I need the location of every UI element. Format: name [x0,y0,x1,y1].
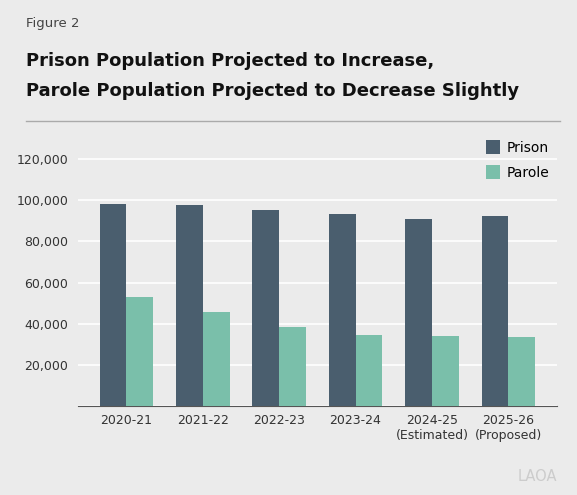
Text: Parole Population Projected to Decrease Slightly: Parole Population Projected to Decrease … [26,82,519,99]
Bar [355,335,383,406]
Bar [279,327,306,406]
Legend: Prison, Parole: Prison, Parole [486,140,550,180]
Bar [329,214,355,406]
Bar [126,297,153,406]
Text: Figure 2: Figure 2 [26,17,80,30]
Bar [176,205,203,406]
Bar [482,216,508,406]
Bar [508,337,535,406]
Text: Prison Population Projected to Increase,: Prison Population Projected to Increase, [26,52,434,70]
Bar [405,219,432,406]
Text: LAOA: LAOA [518,469,557,484]
Bar [432,336,459,406]
Bar [100,204,126,406]
Bar [203,312,230,406]
Bar [252,209,279,406]
